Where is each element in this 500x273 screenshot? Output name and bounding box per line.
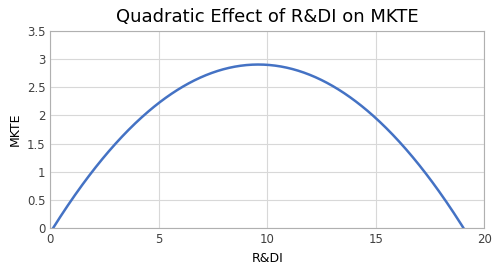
X-axis label: R&DI: R&DI <box>252 252 283 265</box>
Title: Quadratic Effect of R&DI on MKTE: Quadratic Effect of R&DI on MKTE <box>116 8 418 26</box>
Y-axis label: MKTE: MKTE <box>8 113 22 146</box>
